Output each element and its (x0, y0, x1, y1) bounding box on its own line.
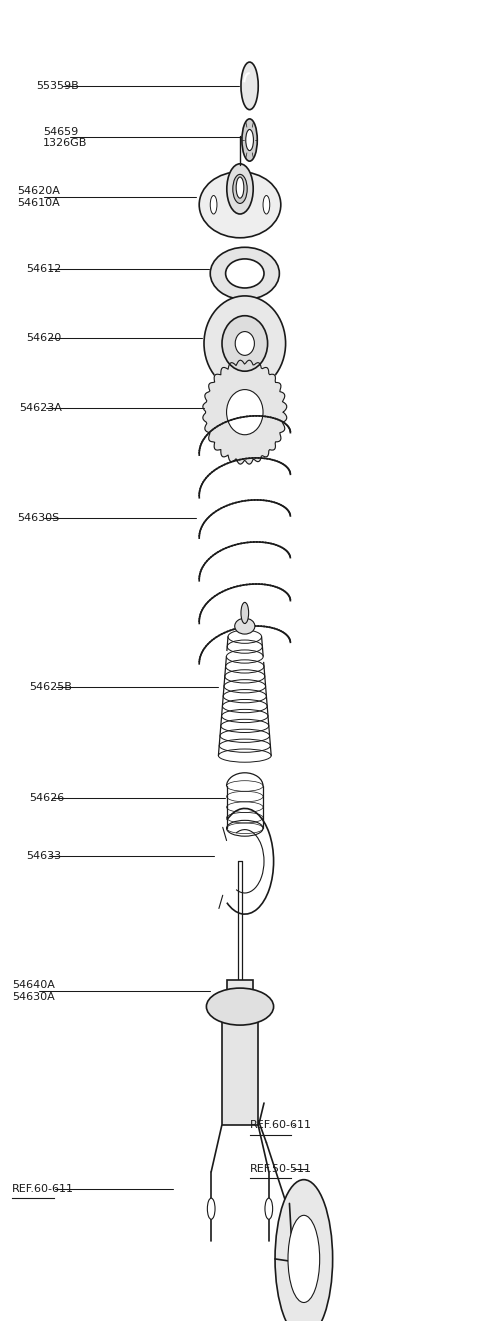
Text: 55359B: 55359B (36, 81, 79, 91)
Text: 54620A
54610A: 54620A 54610A (17, 186, 60, 207)
Circle shape (241, 62, 258, 110)
Text: 54620: 54620 (26, 333, 61, 343)
Text: 54625B: 54625B (29, 682, 72, 692)
Ellipse shape (199, 172, 281, 238)
FancyBboxPatch shape (222, 1013, 258, 1125)
Polygon shape (203, 361, 287, 464)
FancyBboxPatch shape (227, 980, 253, 1013)
Text: 54626: 54626 (29, 793, 64, 803)
Text: REF.60-611: REF.60-611 (250, 1120, 312, 1131)
Text: 54633: 54633 (26, 851, 61, 861)
Circle shape (241, 602, 249, 624)
Circle shape (236, 177, 244, 198)
Circle shape (275, 1180, 333, 1321)
Ellipse shape (235, 618, 255, 634)
Ellipse shape (226, 259, 264, 288)
Ellipse shape (210, 247, 279, 300)
Circle shape (288, 1215, 320, 1303)
Ellipse shape (227, 164, 253, 214)
Circle shape (263, 196, 270, 214)
Circle shape (265, 1198, 273, 1219)
Circle shape (242, 119, 257, 161)
Ellipse shape (206, 988, 274, 1025)
Text: 54623A: 54623A (19, 403, 62, 413)
Text: REF.50-511: REF.50-511 (250, 1164, 312, 1174)
Circle shape (246, 129, 253, 151)
Ellipse shape (233, 174, 247, 203)
Ellipse shape (222, 316, 268, 371)
Text: 54659
1326GB: 54659 1326GB (43, 127, 87, 148)
Ellipse shape (227, 390, 263, 435)
Text: 54630S: 54630S (17, 513, 59, 523)
Text: REF.60-611: REF.60-611 (12, 1184, 74, 1194)
Text: 54612: 54612 (26, 264, 61, 275)
Ellipse shape (235, 332, 254, 355)
Ellipse shape (204, 296, 286, 391)
Circle shape (210, 196, 217, 214)
Text: 54640A
54630A: 54640A 54630A (12, 980, 55, 1001)
Circle shape (207, 1198, 215, 1219)
